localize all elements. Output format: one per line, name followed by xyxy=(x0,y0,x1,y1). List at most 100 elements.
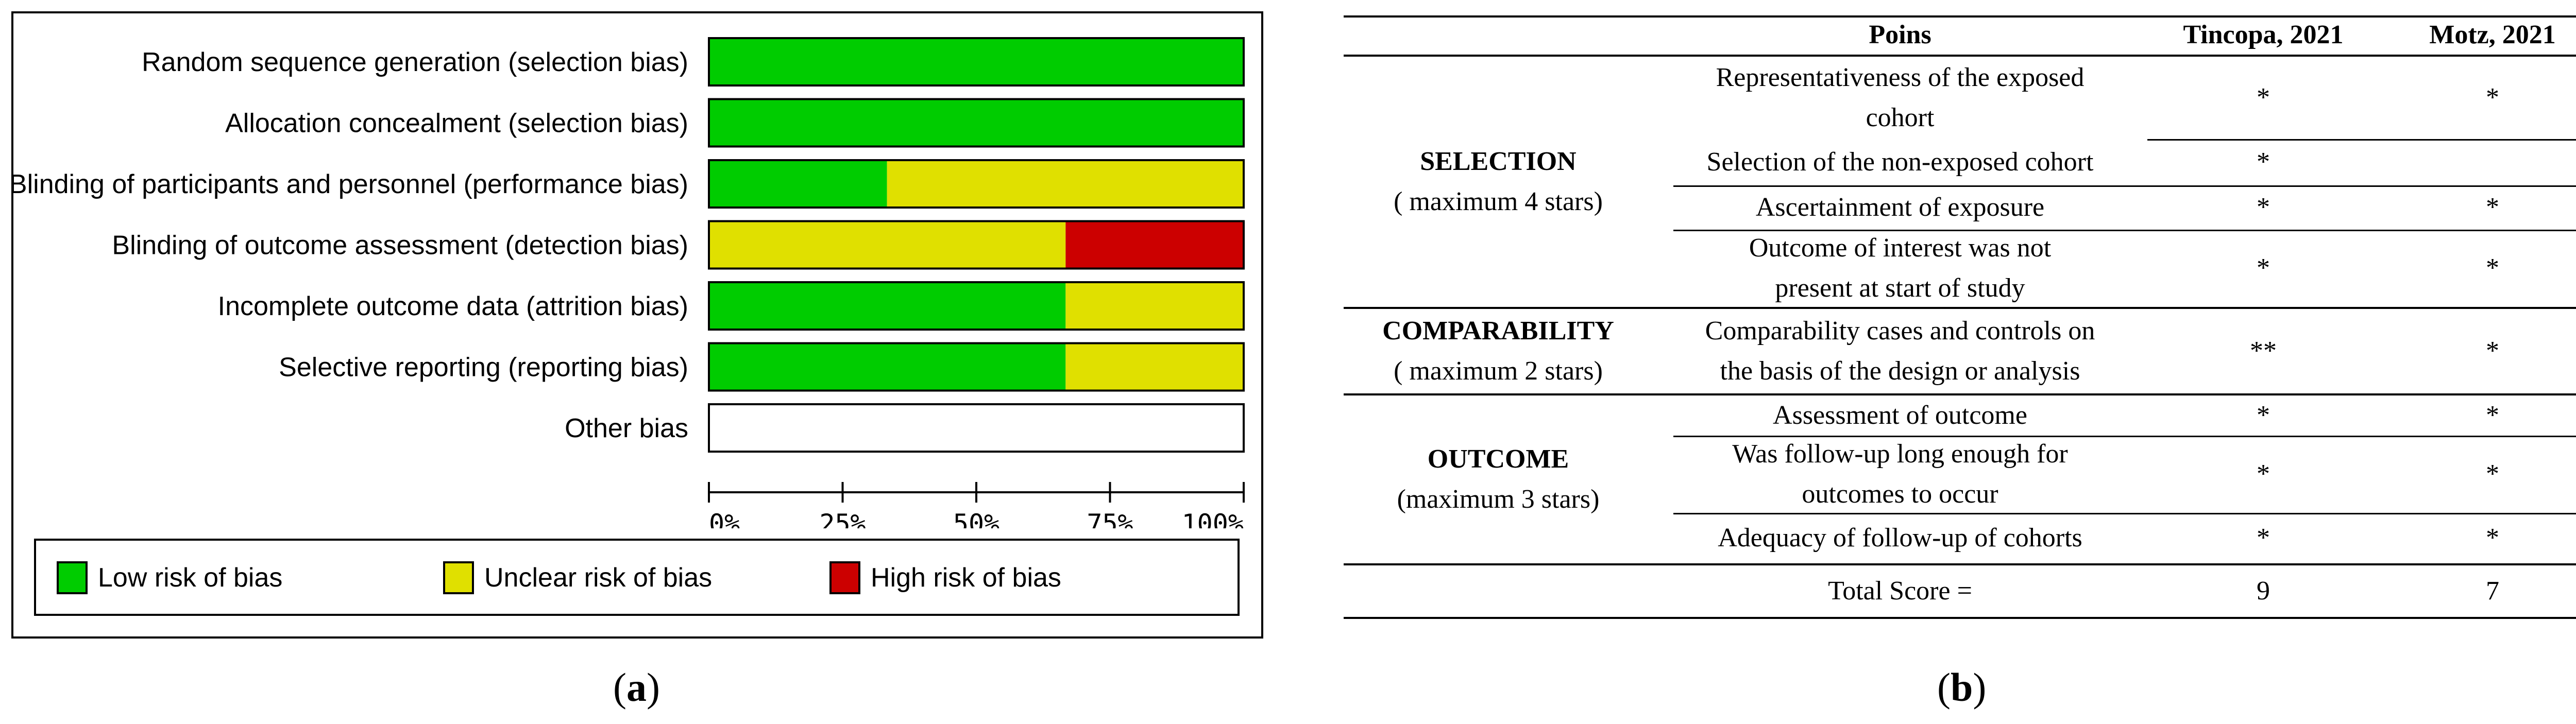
section-label: OUTCOME (maximum 3 stars) xyxy=(1344,395,1653,563)
header-study-2-text: Motz, 2021 xyxy=(2429,20,2556,49)
category-label: Blinding of outcome assessment (detectio… xyxy=(112,231,688,261)
x-tick-label: 0% xyxy=(709,509,740,528)
section-label-text: ( maximum 2 stars) xyxy=(1394,356,1603,386)
score-study-2: * xyxy=(2379,436,2576,513)
criterion-cell-text: Ascertainment of exposure xyxy=(1755,193,2045,222)
total-study-2-text: 7 xyxy=(2486,576,2499,606)
criterion-cell-text: Comparability cases and controls on xyxy=(1705,316,2095,346)
legend-item-unclear: Unclear risk of bias xyxy=(443,560,712,595)
total-study-1-text: 9 xyxy=(2257,576,2270,606)
risk-of-bias-chart: Random sequence generation (selection bi… xyxy=(13,37,1245,528)
bar-outline xyxy=(708,37,1245,87)
score-study-2: * xyxy=(2379,513,2576,563)
section-label-text: SELECTION xyxy=(1420,147,1577,176)
section-label: SELECTION ( maximum 4 stars) xyxy=(1344,57,1653,307)
x-tick-label: 50% xyxy=(953,509,999,528)
score-study-1: * xyxy=(2147,230,2379,307)
category-label: Random sequence generation (selection bi… xyxy=(142,47,688,77)
table-top-rule xyxy=(1344,15,2576,18)
bar-outline xyxy=(708,342,1245,392)
risk-of-bias-chart-panel: Random sequence generation (selection bi… xyxy=(11,11,1263,639)
score-study-2: * xyxy=(2379,185,2576,230)
score-study-1-text: * xyxy=(2257,401,2270,430)
panel-a-caption-letter: a xyxy=(626,665,647,710)
bar-outline xyxy=(708,98,1245,148)
row-divider xyxy=(1673,185,2576,187)
score-study-1: * xyxy=(2147,57,2379,139)
section-rule xyxy=(1344,563,2576,565)
row-divider xyxy=(1673,230,2576,231)
criterion-cell: Ascertainment of exposure xyxy=(1653,185,2147,230)
criterion-cell-text: Was follow-up long enough for xyxy=(1732,439,2068,469)
bar-segment-low-risk-of-bias xyxy=(709,160,887,208)
legend-swatch-high xyxy=(829,561,860,594)
panel-b-caption: (b) xyxy=(1937,665,1987,710)
criterion-cell-text: Adequacy of follow-up of cohorts xyxy=(1718,523,2082,553)
score-study-1: * xyxy=(2147,185,2379,230)
x-tick-label: 75% xyxy=(1087,509,1133,528)
bar-outline xyxy=(708,220,1245,270)
category-label: Other bias xyxy=(565,413,688,443)
section-rule xyxy=(1344,307,2576,309)
row-divider xyxy=(1673,436,2576,437)
score-study-1: * xyxy=(2147,139,2379,185)
section-rule xyxy=(1344,393,2576,395)
legend-item-low: Low risk of bias xyxy=(57,560,282,595)
bar-segment-low-risk-of-bias xyxy=(709,282,1066,330)
bar-segment-low-risk-of-bias xyxy=(709,343,1066,391)
score-study-2-text: * xyxy=(2486,253,2499,283)
bar-segment-unclear-risk-of-bias xyxy=(887,160,1244,208)
score-study-2: * xyxy=(2379,57,2576,139)
criterion-cell: Representativeness of the exposed cohort xyxy=(1653,57,2147,139)
score-study-2-text: * xyxy=(2486,523,2499,553)
score-study-2 xyxy=(2379,139,2576,185)
x-tick-label: 25% xyxy=(819,509,866,528)
score-study-1-text: * xyxy=(2257,253,2270,283)
row-divider xyxy=(2147,139,2576,141)
legend-item-high: High risk of bias xyxy=(829,560,1061,595)
legend-swatch-low xyxy=(57,561,88,594)
header-points-text: Poins xyxy=(1869,20,1931,49)
header-study-1: Tincopa, 2021 xyxy=(2147,15,2379,55)
table-bottom-rule xyxy=(1344,617,2576,619)
section-label-text: (maximum 3 stars) xyxy=(1397,485,1600,514)
panel-a-caption: (a) xyxy=(613,665,660,710)
bar-segment-low-risk-of-bias xyxy=(709,38,1244,85)
bar-segment-high-risk-of-bias xyxy=(1065,221,1244,269)
score-study-2-text: * xyxy=(2486,193,2499,222)
x-tick-label: 100% xyxy=(1182,509,1244,528)
header-study-2: Motz, 2021 xyxy=(2379,15,2576,55)
criterion-cell: Selection of the non-exposed cohort xyxy=(1653,139,2147,185)
score-study-1: * xyxy=(2147,513,2379,563)
criterion-cell-text: the basis of the design or analysis xyxy=(1720,356,2080,386)
category-label: Allocation concealment (selection bias) xyxy=(225,109,688,139)
score-study-1-text: * xyxy=(2257,147,2270,177)
criterion-cell-text: Selection of the non-exposed cohort xyxy=(1706,147,2094,177)
score-study-2-text: * xyxy=(2486,83,2499,112)
score-study-1: * xyxy=(2147,395,2379,436)
score-study-1-text: * xyxy=(2257,83,2270,112)
criterion-cell: Assessment of outcome xyxy=(1653,395,2147,436)
score-study-2-text: * xyxy=(2486,459,2499,489)
section-label: COMPARABILITY ( maximum 2 stars) xyxy=(1344,309,1653,393)
section-label-text: ( maximum 4 stars) xyxy=(1394,187,1603,216)
criterion-cell: Comparability cases and controls on the b… xyxy=(1653,309,2147,393)
category-label: Incomplete outcome data (attrition bias) xyxy=(218,291,688,321)
header-rule xyxy=(1344,55,2576,57)
legend-swatch-unclear xyxy=(443,561,474,594)
score-study-1-text: * xyxy=(2257,523,2270,553)
score-study-1-text: ** xyxy=(2250,336,2277,366)
criterion-cell-text: Representativeness of the exposed xyxy=(1716,63,2084,92)
header-points: Poins xyxy=(1653,15,2147,55)
chart-legend: Low risk of bias Unclear risk of bias Hi… xyxy=(34,539,1240,616)
score-study-2: * xyxy=(2379,395,2576,436)
bar-segment-unclear-risk-of-bias xyxy=(1065,282,1244,330)
category-label: Blinding of participants and personnel (… xyxy=(13,169,688,199)
legend-label-unclear: Unclear risk of bias xyxy=(484,563,713,593)
legend-label-high: High risk of bias xyxy=(871,563,1061,593)
criterion-cell-text: Outcome of interest was not xyxy=(1749,233,2052,263)
panel-b-caption-letter: b xyxy=(1950,665,1973,710)
score-study-1: * xyxy=(2147,436,2379,513)
score-study-1-text: * xyxy=(2257,459,2270,489)
section-label-text: COMPARABILITY xyxy=(1382,316,1614,346)
